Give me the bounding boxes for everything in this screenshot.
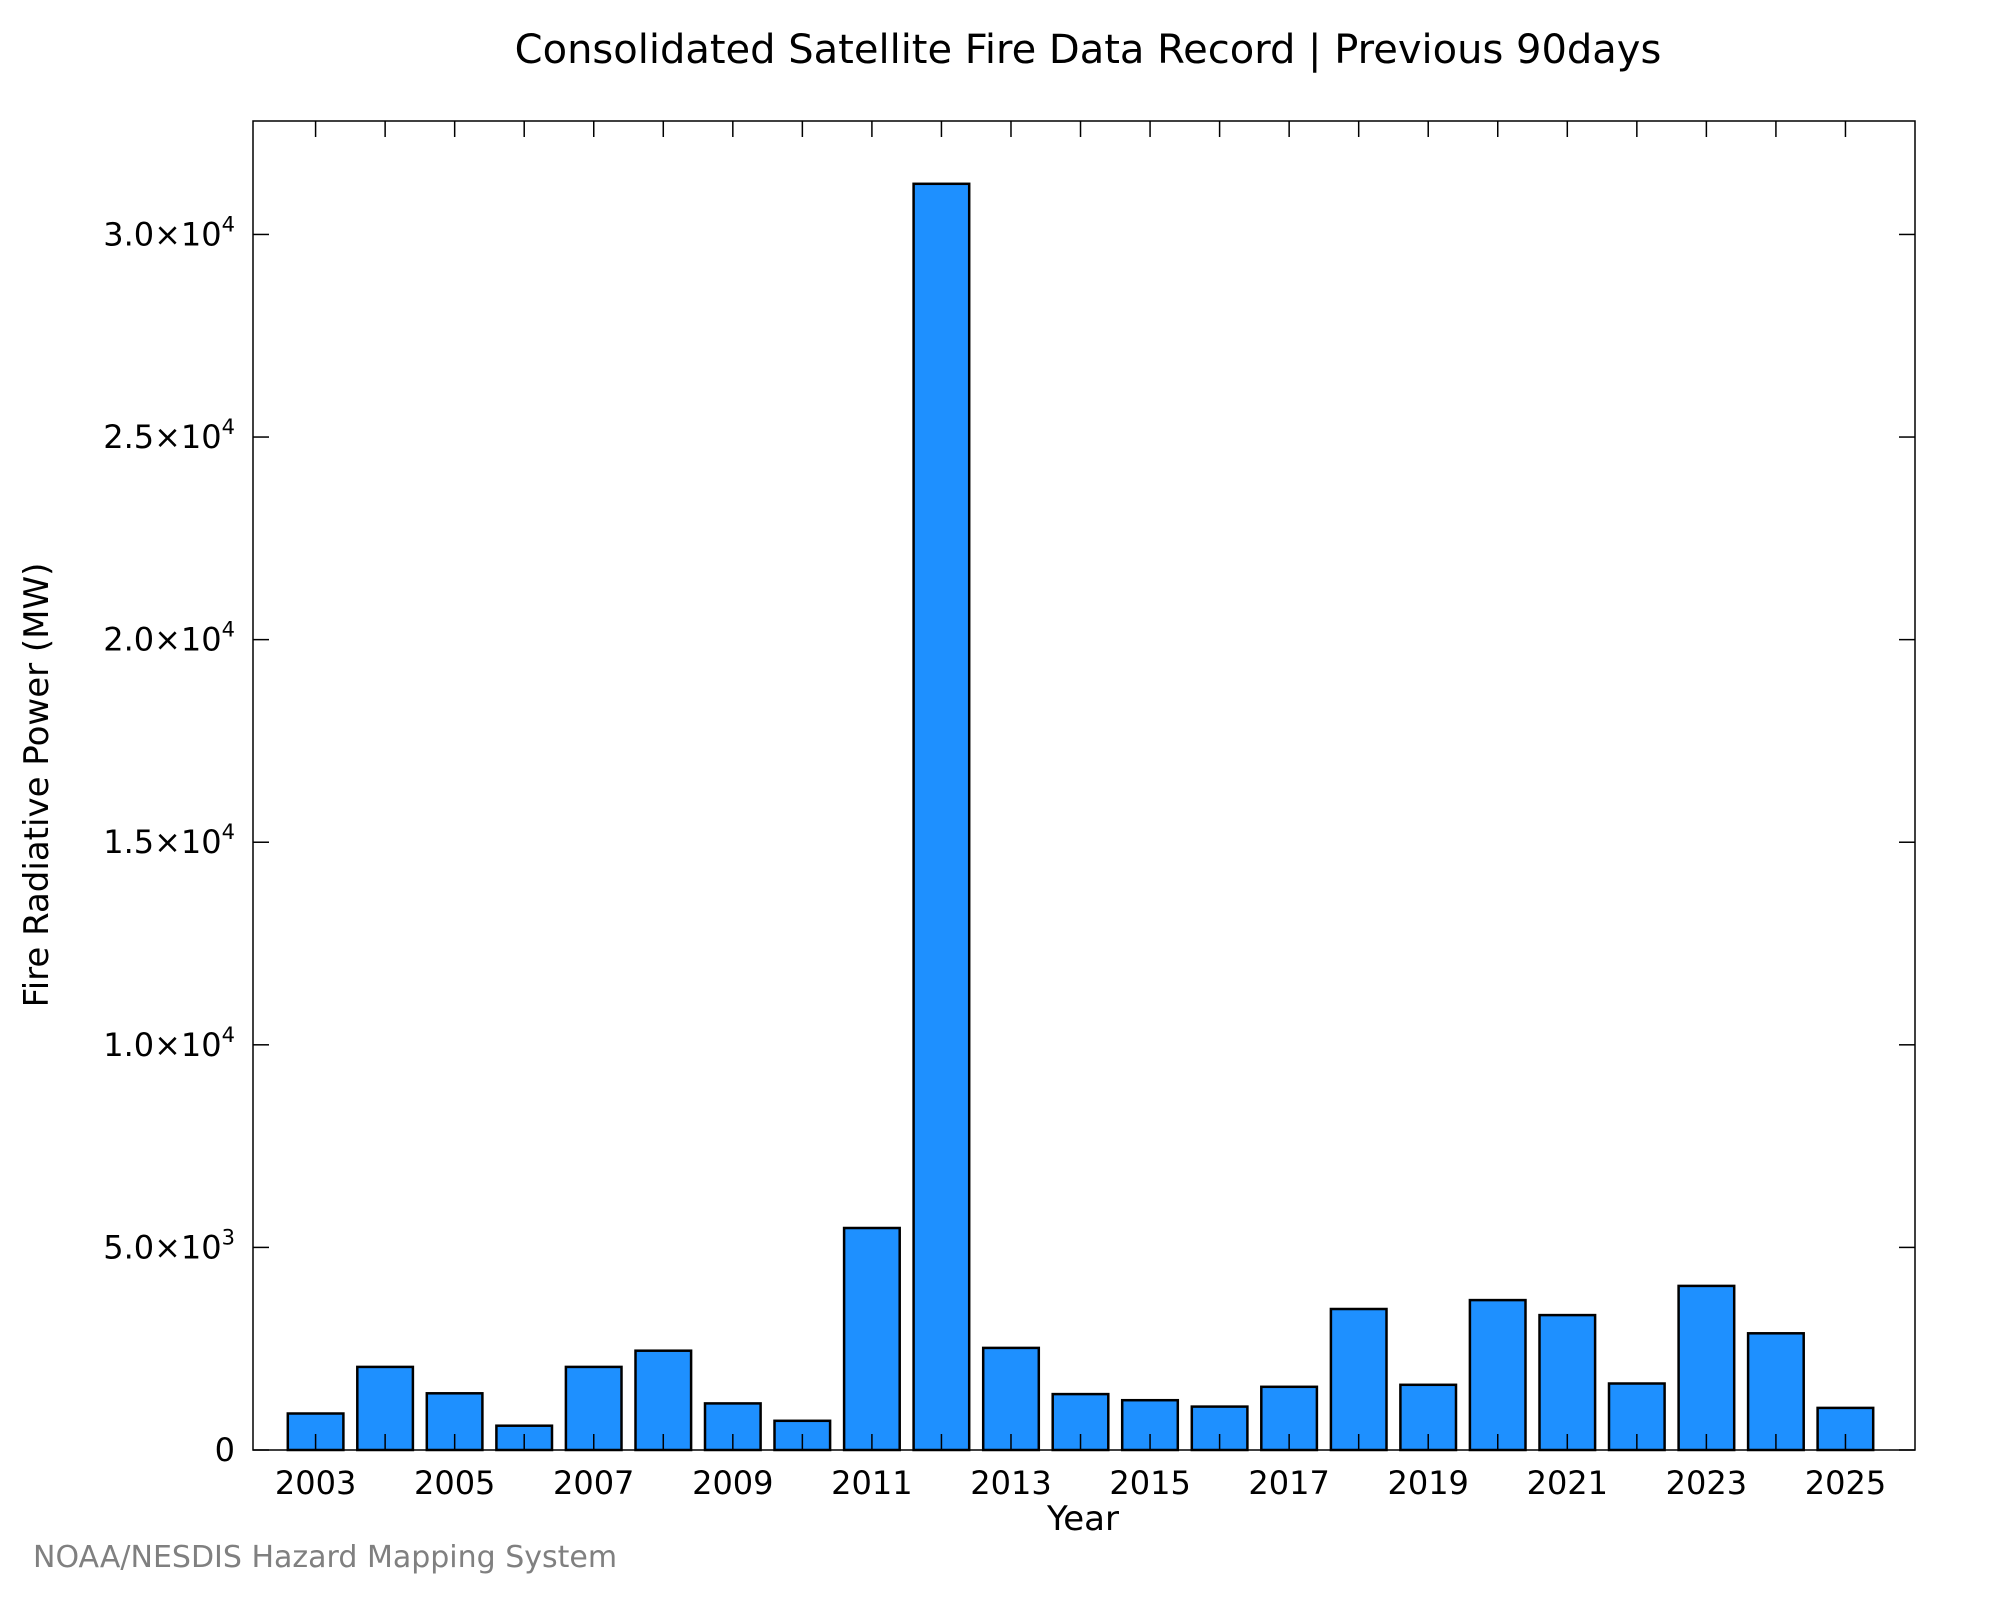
x-axis-label: Year [1046,1499,1119,1539]
bar-2024 [1746,1332,1805,1452]
x-tick-label-2003: 2003 [275,1464,356,1502]
x-tick-label-2011: 2011 [831,1464,912,1502]
bar-2021 [1538,1313,1597,1452]
y-tick-label-15000: 1.5×104 [103,820,235,861]
y-tick-label-0: 0 [215,1431,235,1469]
source-footer: NOAA/NESDIS Hazard Mapping System [33,1540,618,1575]
x-tick-label-2025: 2025 [1805,1464,1886,1502]
bar-2011 [842,1226,901,1452]
y-tick-label-25000: 2.5×104 [103,415,235,456]
bar-2008 [634,1349,693,1452]
x-tick-label-2007: 2007 [553,1464,634,1502]
bar-2012 [912,182,971,1452]
x-tick-label-2005: 2005 [414,1464,495,1502]
x-tick-label-2023: 2023 [1666,1464,1747,1502]
y-tick-label-30000: 3.0×104 [103,213,235,254]
x-axis-ticks: 2003 2005 2007 2009 2011 2013 2015 2017 2019 2021… [275,121,1886,1502]
y-tick-label-20000: 2.0×104 [103,618,235,659]
x-tick-label-2019: 2019 [1387,1464,1468,1502]
bar-2023 [1677,1284,1736,1452]
y-axis-label: Fire Radiative Power (MW) [17,563,57,1008]
x-tick-label-2009: 2009 [692,1464,773,1502]
x-tick-label-2015: 2015 [1109,1464,1190,1502]
x-tick-label-2013: 2013 [970,1464,1051,1502]
chart-title: Consolidated Satellite Fire Data Record … [515,27,1662,73]
bar-2020 [1468,1298,1527,1452]
bar-2018 [1329,1307,1388,1452]
plot-frame [252,120,1916,1451]
y-axis-ticks: 0 5.0×103 1.0×104 1.5×104 2.0×104 2.5×104 3.0×… [103,213,1915,1469]
bars-group [286,182,1875,1452]
y-tick-label-10000: 1.0×104 [103,1023,235,1064]
x-tick-label-2017: 2017 [1248,1464,1329,1502]
x-tick-label-2021: 2021 [1527,1464,1608,1502]
y-tick-label-5000: 5.0×103 [103,1225,235,1266]
